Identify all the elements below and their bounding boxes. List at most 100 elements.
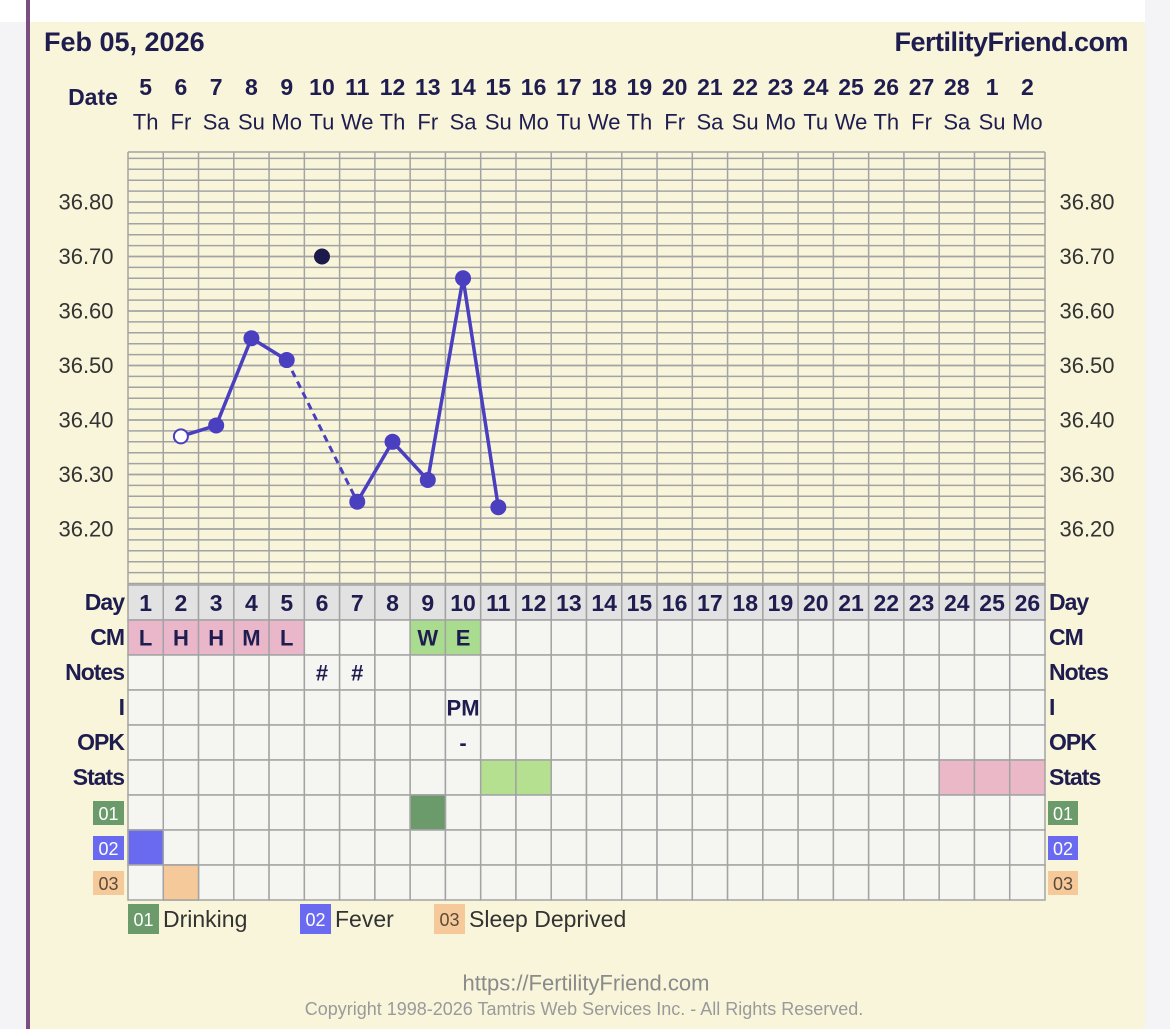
cell-text: - — [459, 731, 466, 756]
row-label-right: Stats — [1049, 764, 1100, 790]
table-cell — [479, 794, 517, 831]
table-cell — [762, 794, 799, 831]
cell-text: # — [316, 661, 328, 686]
row-label-right: Day — [1049, 589, 1089, 615]
cell-text: H — [173, 626, 189, 651]
table-cell — [621, 794, 658, 831]
marker-badge — [93, 801, 124, 825]
date-label: 6 — [175, 74, 188, 100]
table-cell — [585, 689, 623, 726]
cycle-day: 21 — [838, 590, 864, 616]
weekday-label: Mo — [518, 110, 549, 135]
table-cell — [656, 794, 694, 831]
table-cell — [797, 724, 835, 761]
cell-text: W — [417, 626, 438, 651]
date-label: 1 — [986, 74, 999, 100]
cycle-day: 17 — [697, 590, 723, 616]
table-cell — [268, 759, 306, 796]
table-cell — [338, 724, 376, 761]
marker-badge-right — [1048, 871, 1078, 895]
table-cell — [832, 794, 870, 831]
footer-url: https://FertilityFriend.com — [463, 971, 710, 996]
table-cell — [303, 794, 341, 831]
table-cell — [268, 864, 306, 901]
table-cell — [479, 654, 517, 691]
table-cell — [973, 724, 1011, 761]
table-cell — [409, 759, 447, 796]
table-cell — [726, 689, 764, 726]
day-cell — [409, 584, 447, 621]
weekday-label: Su — [238, 110, 265, 135]
day-cell — [444, 584, 482, 621]
table-cell — [550, 654, 588, 691]
day-cell — [726, 584, 764, 621]
weekday-label: Tu — [310, 110, 335, 135]
table-cell — [973, 794, 1011, 831]
table-cell — [303, 829, 341, 866]
date-label: 23 — [768, 74, 794, 100]
table-cell — [691, 689, 729, 726]
weekday-label: Mo — [1012, 110, 1043, 135]
table-cell — [409, 864, 447, 901]
cell-text: # — [351, 661, 363, 686]
temp-point — [455, 270, 472, 287]
y2-tick-label: 36.40 — [1059, 408, 1114, 433]
date-label: 8 — [245, 74, 258, 100]
row-label: I — [119, 694, 124, 720]
table-cell — [162, 689, 200, 726]
date-label: 9 — [280, 74, 293, 100]
day-cell — [762, 584, 799, 621]
marker-badge-text: 02 — [98, 839, 118, 859]
table-cell — [938, 794, 976, 831]
table-cell — [973, 829, 1011, 866]
table-cell — [726, 794, 764, 831]
table-cell — [338, 794, 376, 831]
weekday-label: Sa — [943, 110, 971, 135]
y-tick-label: 36.60 — [58, 299, 113, 324]
table-cell — [409, 619, 447, 656]
table-cell — [1008, 864, 1046, 901]
table-cell — [762, 689, 799, 726]
table-cell — [338, 829, 376, 866]
weekday-label: We — [835, 110, 868, 135]
table-cell — [797, 794, 835, 831]
cycle-day: 3 — [210, 590, 223, 616]
y-tick-label: 36.80 — [58, 190, 113, 215]
table-cell — [338, 619, 376, 656]
table-cell — [127, 724, 165, 761]
table-cell — [585, 654, 623, 691]
table-cell — [726, 724, 764, 761]
table-cell — [303, 619, 341, 656]
marker-badge-right — [1048, 836, 1078, 860]
date-label: 26 — [873, 74, 899, 100]
table-cell — [233, 794, 270, 831]
table-cell — [691, 829, 729, 866]
cycle-day: 4 — [245, 590, 258, 616]
table-cell — [832, 724, 870, 761]
table-cell — [197, 654, 235, 691]
table-cell — [691, 864, 729, 901]
table-cell — [479, 829, 517, 866]
cell-text: H — [208, 626, 224, 651]
row-label-right: I — [1049, 694, 1054, 720]
table-cell — [479, 619, 517, 656]
table-cell — [585, 619, 623, 656]
marker-badge-right — [1048, 801, 1078, 825]
table-cell — [621, 724, 658, 761]
table-cell — [444, 864, 482, 901]
temp-point — [349, 493, 366, 510]
table-cell — [903, 689, 940, 726]
table-cell — [973, 864, 1011, 901]
table-cell — [832, 654, 870, 691]
chart-date: Feb 05, 2026 — [44, 27, 205, 57]
table-cell — [1008, 689, 1046, 726]
marker-cell — [162, 864, 200, 901]
table-cell — [550, 689, 588, 726]
cell-text: M — [242, 626, 260, 651]
temp-line — [180, 335, 288, 439]
table-cell — [867, 689, 905, 726]
cycle-day: 7 — [351, 590, 364, 616]
table-cell — [127, 794, 165, 831]
table-cell — [903, 654, 940, 691]
